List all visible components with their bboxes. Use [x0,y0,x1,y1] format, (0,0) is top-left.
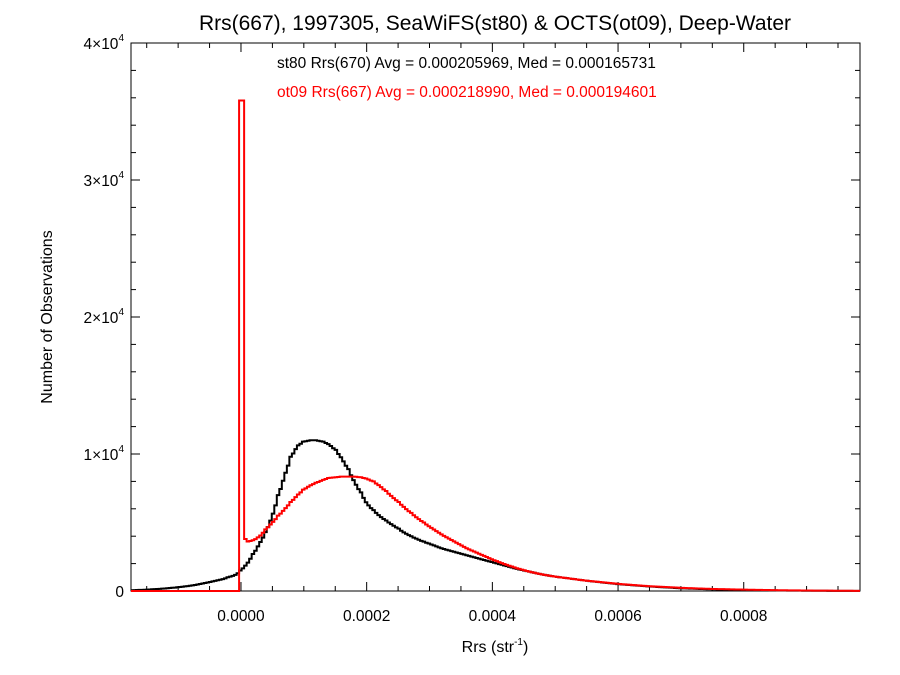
y-tick-label-base: 3×10 [84,173,119,190]
y-tick-label-base: 4×10 [84,36,119,53]
x-tick-label: 0.0008 [720,608,767,625]
x-axis-label-sup: -1 [514,637,523,648]
chart-title: Rrs(667), 1997305, SeaWiFS(st80) & OCTS(… [199,12,791,35]
histogram-series-ot09 [131,99,860,592]
x-axis-ticks: 0.0000 0.0002 0.0004 0.0006 0.0008 [146,43,839,625]
y-tick-label-exp: 4 [118,170,124,181]
plot-frame [130,42,861,592]
y-tick-label-base: 0 [115,584,124,601]
y-tick-label: 1×104 [84,444,125,464]
y-tick-label-exp: 4 [118,444,124,455]
x-tick-label: 0.0000 [217,608,265,625]
y-tick-label-base: 2×10 [84,310,119,327]
x-tick-label: 0.0006 [594,608,641,625]
x-axis-label: Rrs (str-1) [462,637,529,656]
y-axis-label: Number of Observations [39,230,56,403]
annotation-ot09: ot09 Rrs(667) Avg = 0.000218990, Med = 0… [277,84,657,101]
y-tick-label: 4×104 [84,33,125,53]
y-tick-label: 2×104 [84,307,125,327]
y-tick-label: 0 [115,584,124,601]
x-tick-label: 0.0002 [343,608,390,625]
y-tick-label-exp: 4 [118,307,124,318]
histogram-series-st80 [131,439,860,592]
x-tick-label: 0.0004 [469,608,517,625]
y-tick-label: 3×104 [84,170,125,190]
y-tick-label-exp: 4 [118,33,124,44]
y-tick-label-base: 1×10 [84,447,119,464]
annotation-st80: st80 Rrs(670) Avg = 0.000205969, Med = 0… [277,55,656,72]
x-axis-label-base: Rrs (str [462,639,515,656]
x-axis-label-close: ) [523,639,528,656]
series-layer [131,99,860,592]
